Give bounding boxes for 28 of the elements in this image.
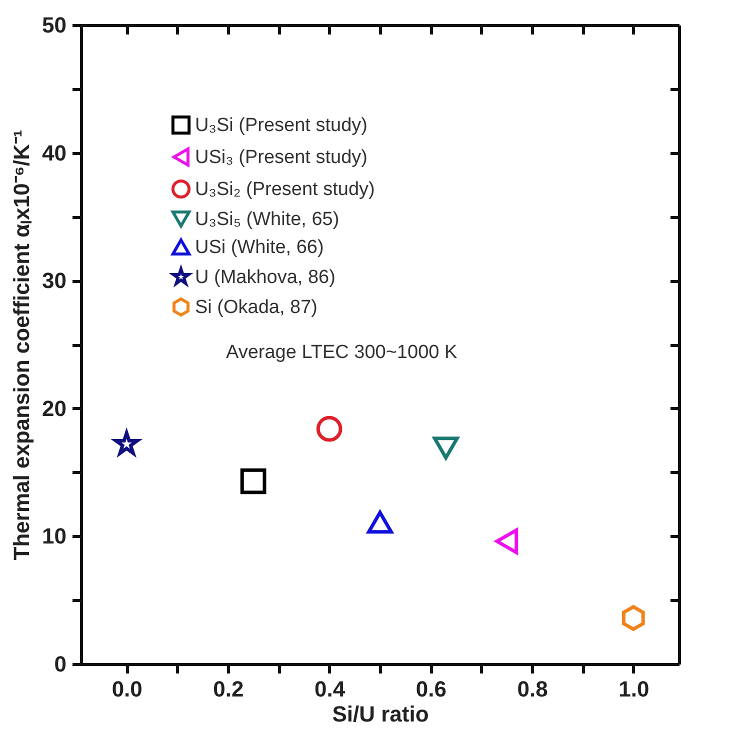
point — [432, 436, 459, 460]
x-axis-title: Si/U ratio — [332, 702, 429, 726]
legend-label: USi (White, 66) — [195, 237, 324, 258]
y-tick-label: 20 — [42, 396, 66, 421]
x-tick-label: 0.0 — [112, 676, 142, 702]
x-tick-label: 0.4 — [314, 676, 346, 702]
y-tick-label: 30 — [42, 268, 66, 294]
y-tick-label: 50 — [42, 12, 66, 38]
point — [316, 416, 342, 442]
x-tick-label: 1.0 — [618, 676, 650, 702]
x-tick-label: 0.8 — [517, 676, 548, 702]
legend-label: U₃Si (Present study) — [195, 115, 368, 136]
x-tick-label: 0.2 — [213, 676, 244, 702]
legend-label: U (Makhova, 86) — [195, 267, 336, 288]
point — [367, 510, 393, 534]
legend-label: U₃Si₅ (White, 65) — [195, 209, 340, 230]
x-tick-label: 0.6 — [416, 676, 446, 702]
point — [622, 605, 645, 631]
y-axis-title: Thermal expansion coefficient αₗx10⁻⁶/K⁻¹ — [9, 130, 34, 560]
y-tick-label: 0 — [54, 652, 66, 676]
point — [240, 468, 266, 494]
legend-label: USi₃ (Present study) — [195, 147, 368, 168]
y-tick-label: 10 — [42, 524, 66, 549]
annotation: Average LTEC 300~1000 K — [226, 342, 458, 363]
legend-label: U₃Si₂ (Present study) — [195, 179, 375, 200]
legend-label: Si (Okada, 87) — [195, 297, 318, 318]
point — [495, 528, 518, 554]
y-tick-label: 40 — [42, 140, 66, 166]
